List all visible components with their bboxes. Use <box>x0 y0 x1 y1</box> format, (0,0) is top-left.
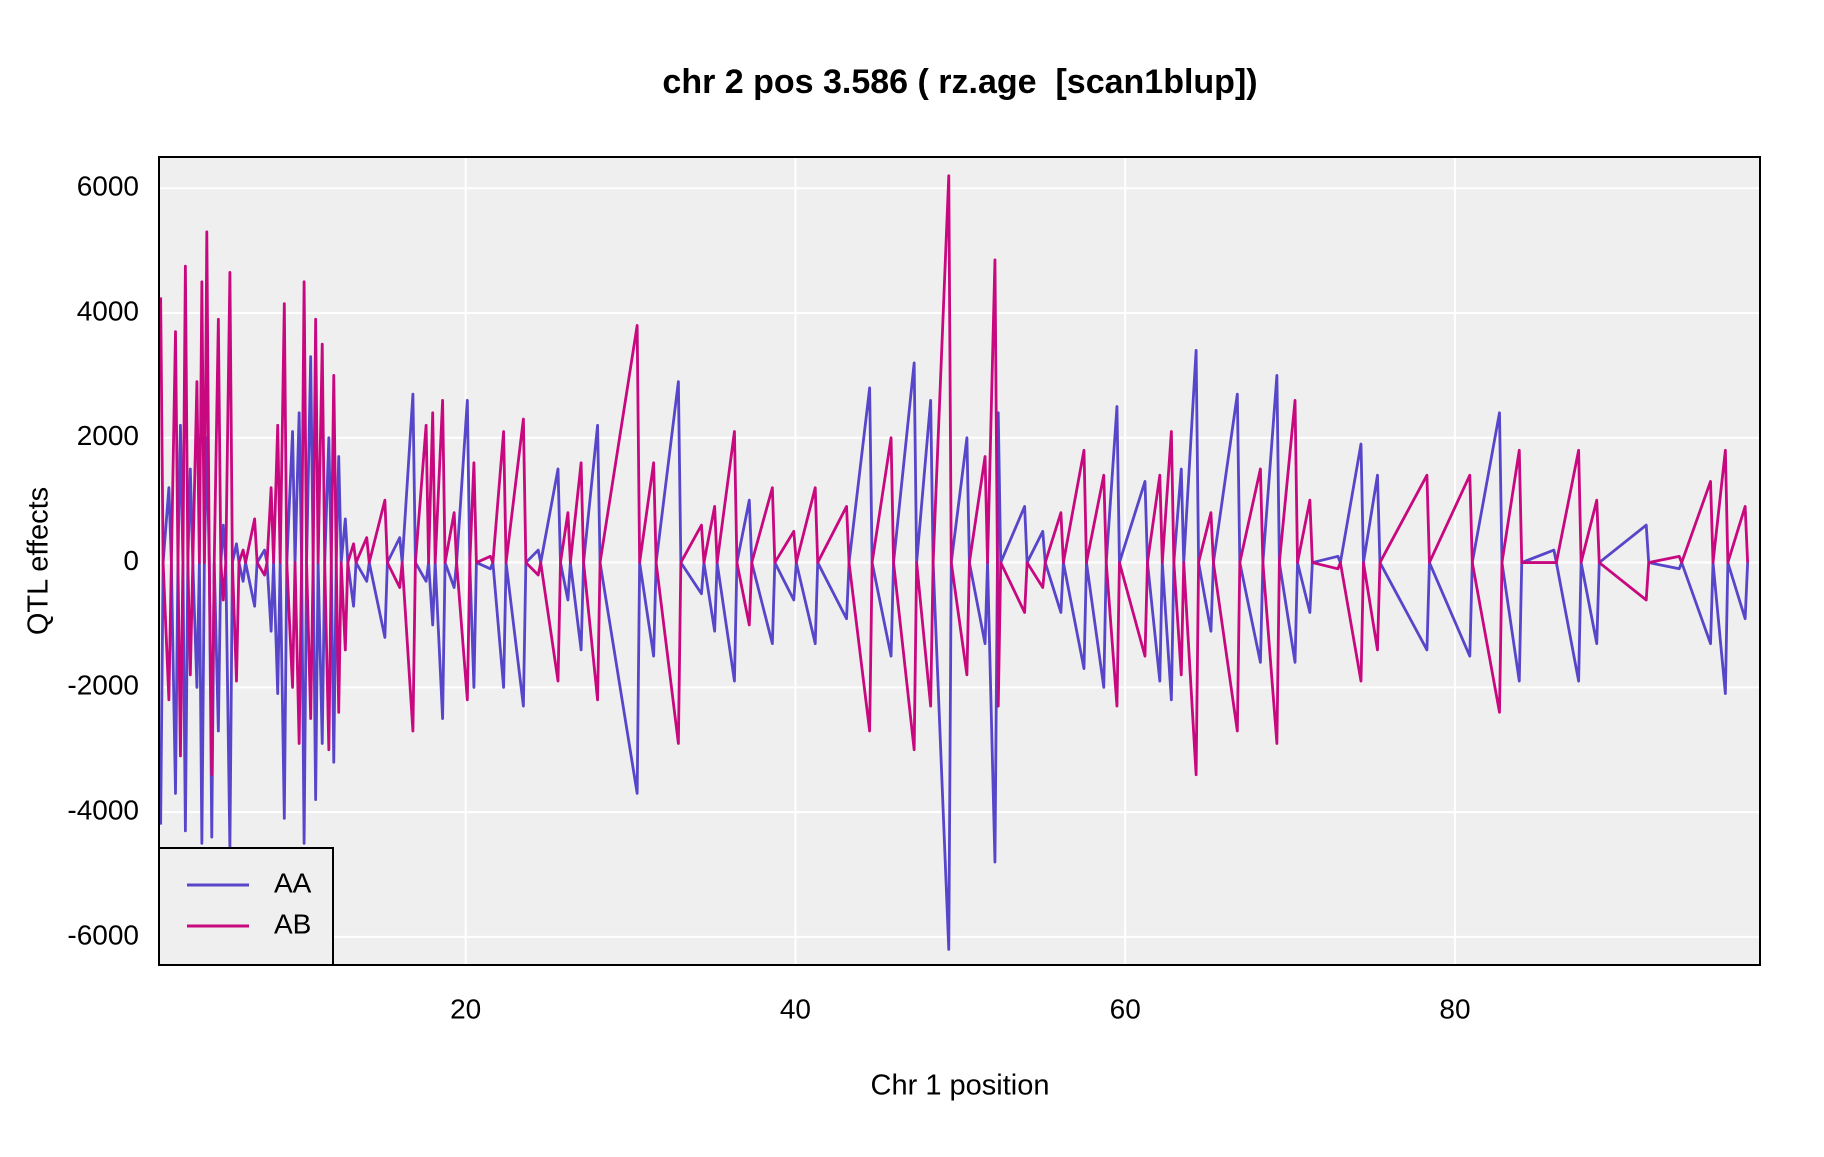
x-tick-label: 60 <box>1110 993 1141 1024</box>
y-axis-label: QTL effects <box>23 487 55 635</box>
legend-label: AB <box>274 908 311 939</box>
plot-background <box>159 157 1760 965</box>
lines <box>159 174 1750 951</box>
y-tick-label: -6000 <box>67 919 139 950</box>
grid <box>159 157 1760 965</box>
y-tick-label: 6000 <box>77 171 139 202</box>
y-tick-label: 2000 <box>77 420 139 451</box>
plot-frame <box>158 156 1761 966</box>
x-tick-label: 80 <box>1439 993 1470 1024</box>
series-line <box>159 174 1750 777</box>
y-tick-label: -4000 <box>67 795 139 826</box>
ticks: 20 40 60 80 -6000 -4000 -2000 0 2000 4000 6000 <box>67 171 1470 1025</box>
y-tick-label: 0 <box>123 545 139 576</box>
x-tick-label: 20 <box>450 993 481 1024</box>
y-tick-label: -2000 <box>67 670 139 701</box>
legend-label: AA <box>274 867 312 898</box>
y-tick-label: 4000 <box>77 295 139 326</box>
legend: AA AB <box>158 847 334 966</box>
series-line <box>159 349 1750 951</box>
x-axis-label: Chr 1 position <box>871 1070 1050 1102</box>
legend-box <box>158 847 334 966</box>
chart-title: chr 2 pos 3.586 ( rz.age [scan1blup]) <box>662 63 1257 101</box>
x-tick-label: 40 <box>780 993 811 1024</box>
